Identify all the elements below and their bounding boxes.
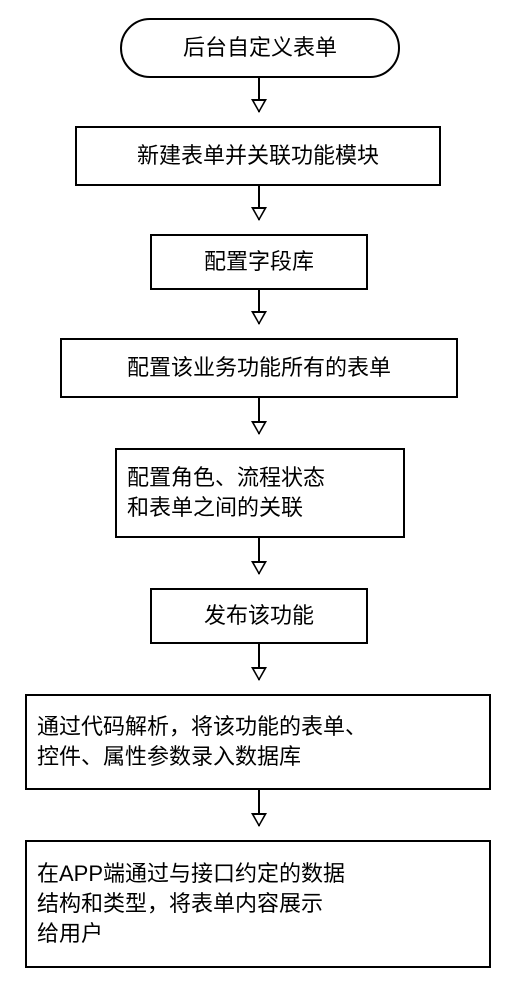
- flow-edge: [258, 78, 260, 112]
- flow-node-label: 配置该业务功能所有的表单: [127, 353, 391, 383]
- flow-node-label: 发布该功能: [204, 601, 314, 631]
- flow-edge: [258, 644, 260, 680]
- flow-node-step-2: 配置字段库: [150, 234, 368, 290]
- flow-edge: [258, 790, 260, 826]
- flow-node-step-1: 新建表单并关联功能模块: [75, 126, 441, 186]
- flow-node-label: 后台自定义表单: [183, 33, 337, 63]
- flowchart-canvas: 后台自定义表单 新建表单并关联功能模块 配置字段库 配置该业务功能所有的表单 配…: [0, 0, 517, 1000]
- flow-node-label: 配置角色、流程状态 和表单之间的关联: [127, 463, 325, 522]
- flow-edge: [258, 290, 260, 324]
- flow-edge: [258, 186, 260, 220]
- flow-edge: [258, 538, 260, 574]
- flow-node-step-5: 发布该功能: [150, 588, 368, 644]
- flow-node-step-4: 配置角色、流程状态 和表单之间的关联: [115, 448, 405, 538]
- flow-node-label: 在APP端通过与接口约定的数据 结构和类型，将表单内容展示 给用户: [37, 859, 345, 948]
- flow-edge: [258, 398, 260, 434]
- flow-node-step-6: 通过代码解析，将该功能的表单、 控件、属性参数录入数据库: [25, 694, 491, 790]
- flow-node-step-7: 在APP端通过与接口约定的数据 结构和类型，将表单内容展示 给用户: [25, 840, 491, 968]
- flow-node-step-3: 配置该业务功能所有的表单: [60, 338, 458, 398]
- flow-node-label: 通过代码解析，将该功能的表单、 控件、属性参数录入数据库: [37, 712, 367, 771]
- flow-node-label: 新建表单并关联功能模块: [137, 141, 379, 171]
- flow-node-label: 配置字段库: [204, 247, 314, 277]
- flow-node-start: 后台自定义表单: [120, 18, 400, 78]
